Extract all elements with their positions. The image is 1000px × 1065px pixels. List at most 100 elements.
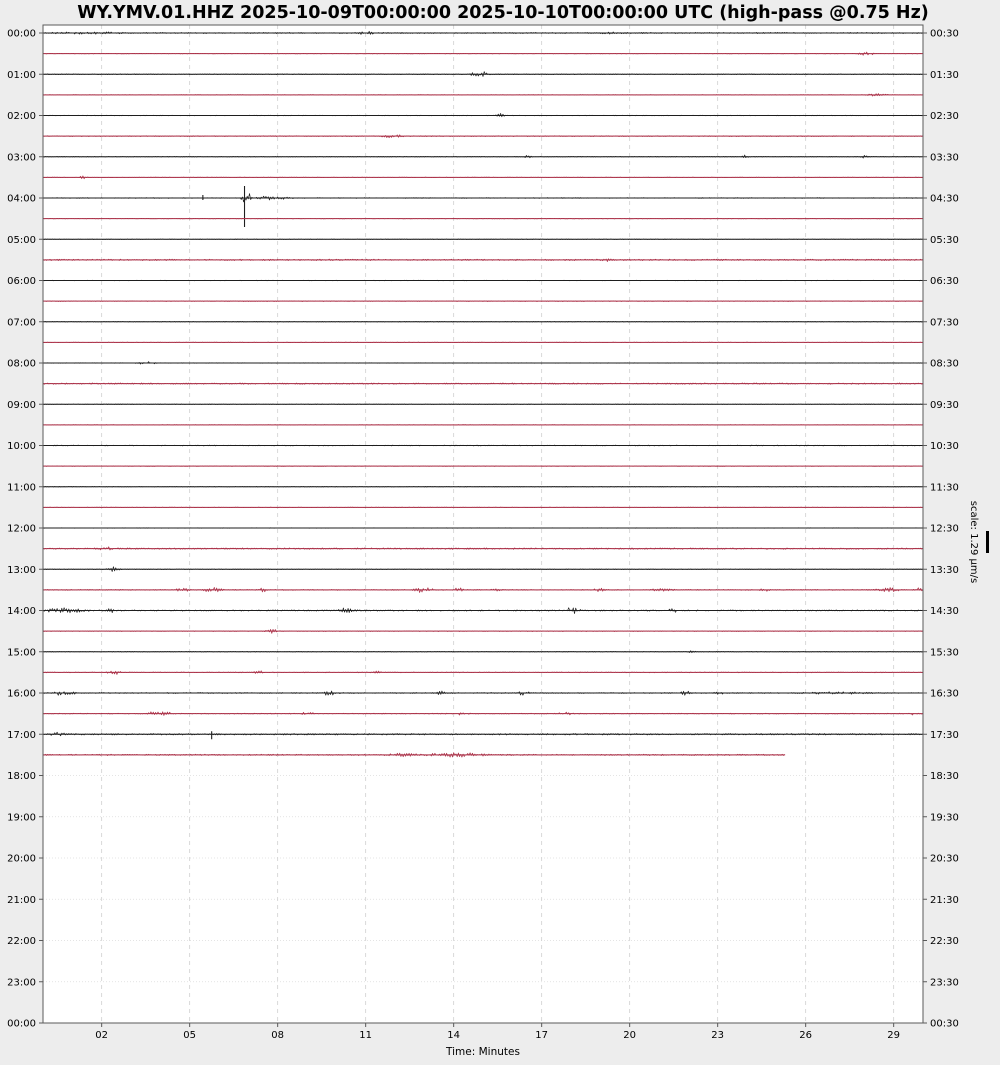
gridlines-layer	[43, 25, 923, 1024]
x-tick-label: 26	[799, 1030, 812, 1041]
trace-row-1400	[42, 607, 924, 614]
right-axis-label: 08:30	[930, 359, 959, 370]
right-axis-label: 18:30	[930, 771, 959, 782]
trace-row-1430	[42, 628, 924, 634]
trace-row-1500	[42, 650, 924, 654]
x-tick-label: 23	[711, 1030, 724, 1041]
trace-row-1630	[42, 711, 924, 716]
left-axis-label: 01:00	[7, 70, 36, 81]
trace-row-0130	[42, 93, 924, 97]
right-axis-label: 05:30	[930, 235, 959, 246]
axis-labels-layer: 00:00 01:00 02:00 03:00 04:00 05:00 06:00 07:00…	[7, 29, 959, 1042]
chart-title: WY.YMV.01.HHZ 2025-10-09T00:00:00 2025-1…	[77, 3, 929, 23]
left-axis-label: 02:00	[7, 111, 36, 122]
trace-row-0700	[42, 321, 924, 323]
trace-row-1730	[42, 752, 785, 758]
right-axis-label: 15:30	[930, 647, 959, 658]
left-axis-label: 12:00	[7, 524, 36, 535]
trace-row-0630	[42, 300, 924, 302]
x-tick-label: 29	[887, 1030, 900, 1041]
plot-area	[43, 25, 923, 1023]
right-axis-label: 17:30	[930, 730, 959, 741]
x-tick-label: 14	[447, 1030, 460, 1041]
left-axis-label: 06:00	[7, 276, 36, 287]
x-tick-label: 20	[623, 1030, 636, 1041]
right-axis-label: 23:30	[930, 977, 959, 988]
trace-row-0530	[42, 258, 924, 262]
plot-border	[42, 24, 924, 1024]
trace-row-1030	[42, 465, 924, 467]
right-axis-label: 01:30	[930, 70, 959, 81]
left-axis-label: 04:00	[7, 194, 36, 205]
trace-row-1200	[42, 527, 924, 529]
right-axis-label: 22:30	[930, 936, 959, 947]
traces-layer	[42, 30, 924, 758]
left-axis-label: 15:00	[7, 647, 36, 658]
x-axis-title: Time: Minutes	[445, 1046, 520, 1058]
trace-row-1000	[42, 444, 924, 447]
right-axis-label: 00:30	[930, 1019, 959, 1030]
right-axis-label: 12:30	[930, 524, 959, 535]
left-axis-label: 20:00	[7, 854, 36, 865]
trace-row-0430	[42, 217, 924, 220]
x-tick-label: 11	[359, 1030, 372, 1041]
left-axis-label: 13:00	[7, 565, 36, 576]
trace-row-1700	[42, 731, 924, 737]
right-axis-label: 03:30	[930, 152, 959, 163]
trace-row-0030	[42, 51, 924, 56]
trace-row-0500	[42, 238, 924, 240]
trace-row-0100	[42, 71, 924, 77]
left-axis-label: 22:00	[7, 936, 36, 947]
right-axis-label: 07:30	[930, 317, 959, 328]
left-axis-label: 08:00	[7, 359, 36, 370]
trace-row-1330	[42, 587, 924, 593]
right-axis-label: 04:30	[930, 194, 959, 205]
x-tick-label: 17	[535, 1030, 548, 1041]
right-axis-label: 09:30	[930, 400, 959, 411]
right-axis-label: 02:30	[930, 111, 959, 122]
left-axis-label: 03:00	[7, 152, 36, 163]
trace-row-0200	[42, 113, 924, 118]
left-axis-label: 21:00	[7, 895, 36, 906]
right-axis-label: 13:30	[930, 565, 959, 576]
right-axis-label: 10:30	[930, 441, 959, 452]
trace-row-0330	[42, 175, 924, 180]
right-axis-label: 20:30	[930, 854, 959, 865]
left-axis-label: 00:00	[7, 1019, 36, 1030]
trace-row-0300	[42, 154, 924, 159]
left-axis-label: 11:00	[7, 482, 36, 493]
scale-bar	[986, 531, 989, 553]
left-axis-label: 16:00	[7, 689, 36, 700]
right-axis-label: 11:30	[930, 482, 959, 493]
right-axis-label: 00:30	[930, 29, 959, 40]
x-tick-label: 05	[183, 1030, 196, 1041]
right-axis-label: 06:30	[930, 276, 959, 287]
trace-row-0600	[42, 279, 924, 282]
trace-row-1130	[42, 506, 924, 509]
left-axis-label: 14:00	[7, 606, 36, 617]
left-axis-label: 23:00	[7, 977, 36, 988]
trace-row-0830	[42, 382, 924, 385]
trace-row-1300	[42, 566, 924, 572]
trace-row-0400	[42, 193, 924, 203]
trace-row-0900	[42, 403, 924, 405]
trace-row-0730	[42, 341, 924, 344]
x-tick-label: 08	[271, 1030, 284, 1041]
trace-row-0800	[42, 361, 924, 365]
trace-row-1530	[42, 670, 924, 675]
left-axis-label: 18:00	[7, 771, 36, 782]
scale-label: scale: 1.29 µm/s	[968, 501, 979, 583]
trace-row-0000	[42, 30, 924, 35]
trace-row-1100	[42, 486, 924, 488]
left-axis-label: 09:00	[7, 400, 36, 411]
left-axis-label: 07:00	[7, 317, 36, 328]
right-axis-label: 19:30	[930, 812, 959, 823]
right-axis-label: 16:30	[930, 689, 959, 700]
trace-row-0930	[42, 424, 924, 426]
left-axis-label: 19:00	[7, 812, 36, 823]
left-axis-label: 05:00	[7, 235, 36, 246]
left-axis-label: 10:00	[7, 441, 36, 452]
left-axis-label: 00:00	[7, 29, 36, 40]
right-axis-label: 14:30	[930, 606, 959, 617]
